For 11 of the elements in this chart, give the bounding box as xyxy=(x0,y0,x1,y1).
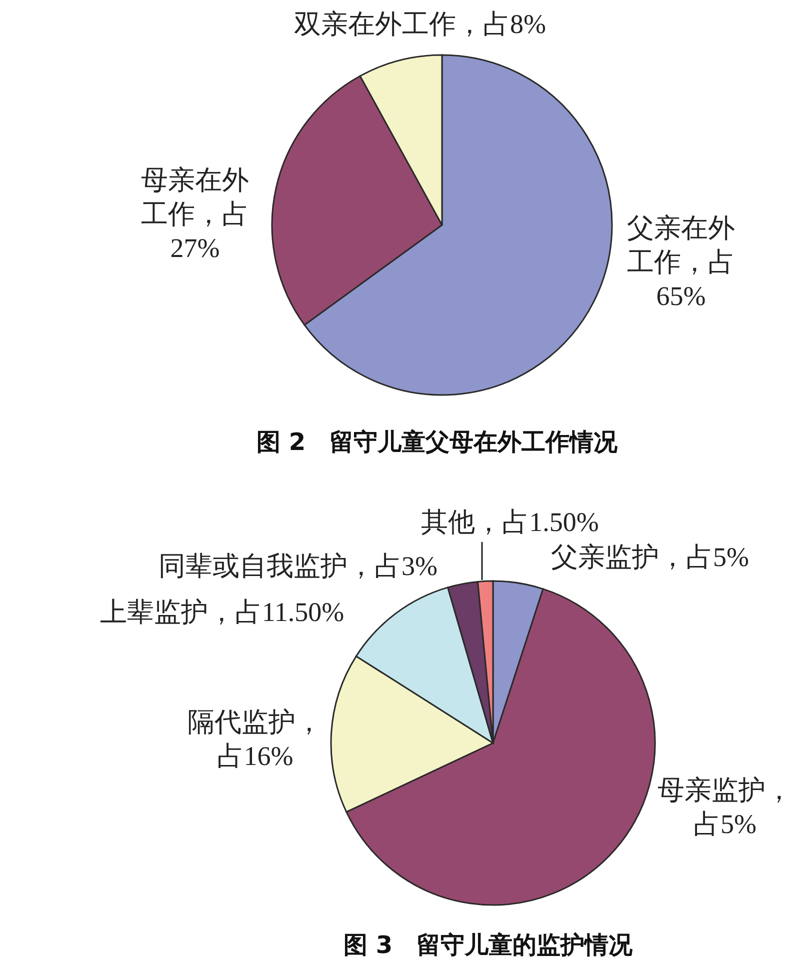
slice-label: 上辈监护，占11.50% xyxy=(100,597,344,627)
slice-label: 同辈或自我监护，占3% xyxy=(158,551,438,581)
slice-label: 母亲在外工作，占27% xyxy=(141,165,249,263)
slice-label: 其他，占1.50% xyxy=(421,507,599,537)
slice-label: 隔代监护，占16% xyxy=(188,707,322,771)
text: 图 2 留守儿童父母在外工作情况 xyxy=(256,428,619,456)
slice-label: 父亲监护，占5% xyxy=(551,542,749,572)
slice-label: 双亲在外工作，占8% xyxy=(294,9,546,39)
slice-label: 父亲在外工作，占65% xyxy=(627,213,735,311)
text: 图 3 留守儿童的监护情况 xyxy=(343,931,634,959)
slice-label: 母亲监护，占5% xyxy=(658,775,792,839)
